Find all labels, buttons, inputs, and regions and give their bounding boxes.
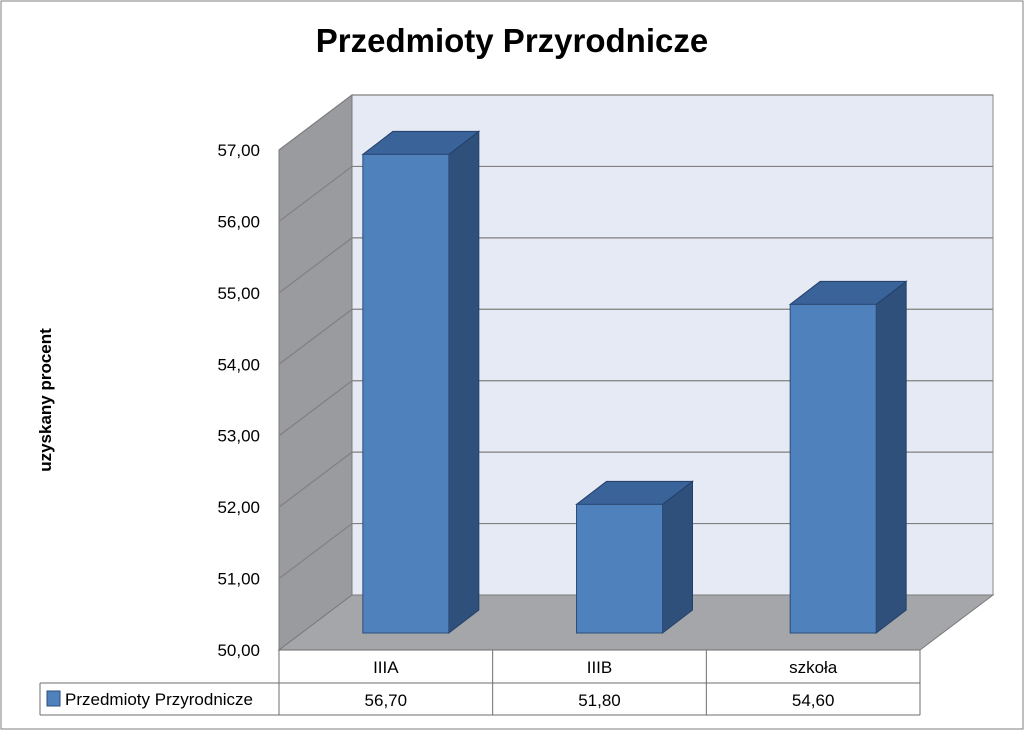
- data-table-value: 54,60: [792, 691, 835, 710]
- gridline-side: [278, 94, 353, 151]
- bar-front: [789, 303, 877, 634]
- gridline-side: [278, 237, 353, 294]
- legend-swatch: [46, 690, 61, 707]
- data-table-value: 51,80: [578, 691, 621, 710]
- y-axis-ticks: 50,00 51,00 52,00 53,00 54,00 55,00 56,00 57,00: [217, 141, 260, 660]
- y-tick-label: 53,00: [217, 427, 260, 446]
- bar-side: [662, 480, 693, 635]
- bar-side: [448, 130, 480, 635]
- bar-front: [576, 503, 663, 634]
- gridline-side: [278, 451, 353, 508]
- bars: [361, 130, 908, 635]
- data-table-value: 56,70: [365, 691, 408, 710]
- y-tick-label: 57,00: [217, 141, 260, 160]
- gridline-side: [278, 380, 353, 437]
- category-label: IIIA: [373, 658, 399, 677]
- chart-title: Przedmioty Przyrodnicze: [316, 22, 708, 59]
- bar-front: [362, 153, 450, 634]
- gridline-side: [278, 308, 353, 365]
- bar: [788, 280, 908, 635]
- y-axis-label: uzyskany procent: [36, 328, 55, 472]
- gridline-side: [278, 165, 353, 222]
- y-tick-label: 51,00: [217, 570, 260, 589]
- bar-side: [875, 280, 907, 635]
- y-tick-label: 50,00: [217, 641, 260, 660]
- y-tick-label: 56,00: [217, 212, 260, 231]
- data-table: IIIA IIIB szkoła 56,70 51,80 54,60 Przedmioty …: [39, 649, 921, 716]
- y-tick-label: 55,00: [217, 284, 260, 303]
- y-tick-label: 52,00: [217, 498, 260, 517]
- bar: [575, 480, 694, 635]
- y-tick-label: 54,00: [217, 355, 260, 374]
- category-label: IIIB: [587, 658, 613, 677]
- gridline-side: [278, 523, 353, 580]
- side-wall: [278, 93, 353, 652]
- category-label: szkoła: [789, 658, 838, 677]
- data-table-row-label: Przedmioty Przyrodnicze: [65, 690, 253, 709]
- bar: [361, 130, 481, 635]
